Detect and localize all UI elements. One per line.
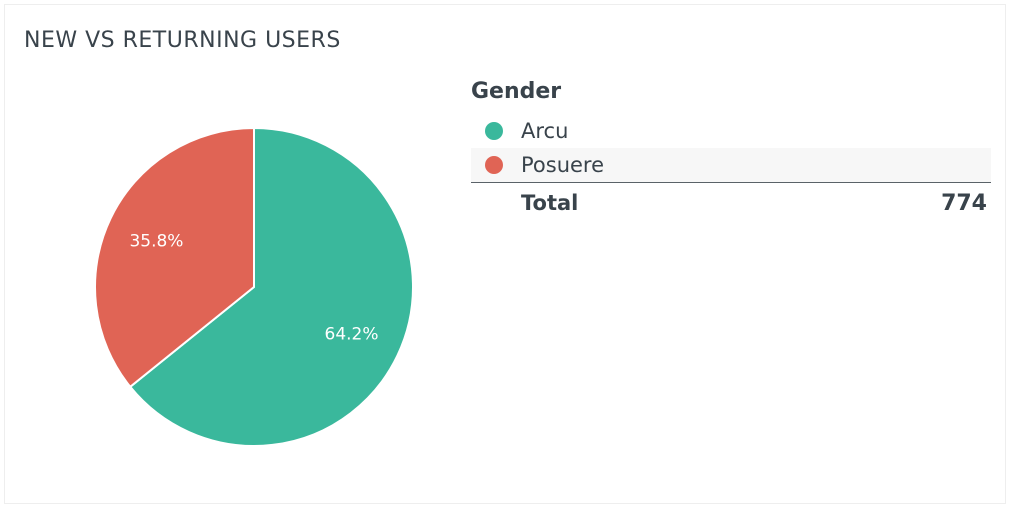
pie-label-posuere: 35.8% [129, 231, 183, 251]
legend-swatch-posuere [485, 156, 503, 174]
legend: Gender Arcu Posuere Total 774 [471, 79, 991, 223]
legend-item-posuere[interactable]: Posuere [471, 148, 991, 182]
chart-card: NEW VS RETURNING USERS 64.2% 35.8% Gender… [4, 4, 1006, 504]
total-value: 774 [941, 190, 987, 216]
total-label: Total [521, 191, 579, 215]
pie-label-arcu: 64.2% [325, 325, 379, 345]
legend-item-arcu[interactable]: Arcu [471, 114, 991, 148]
legend-swatch-arcu [485, 122, 503, 140]
pie-slice-arcu[interactable] [128, 126, 414, 447]
legend-title: Gender [471, 79, 562, 104]
chart-title: NEW VS RETURNING USERS [24, 28, 341, 53]
legend-label-posuere: Posuere [521, 153, 605, 177]
total-row: Total 774 [471, 182, 991, 223]
legend-label-arcu: Arcu [521, 119, 569, 143]
pie-slice-posuere[interactable] [94, 126, 255, 389]
pie-chart: 64.2% 35.8% [94, 126, 414, 447]
